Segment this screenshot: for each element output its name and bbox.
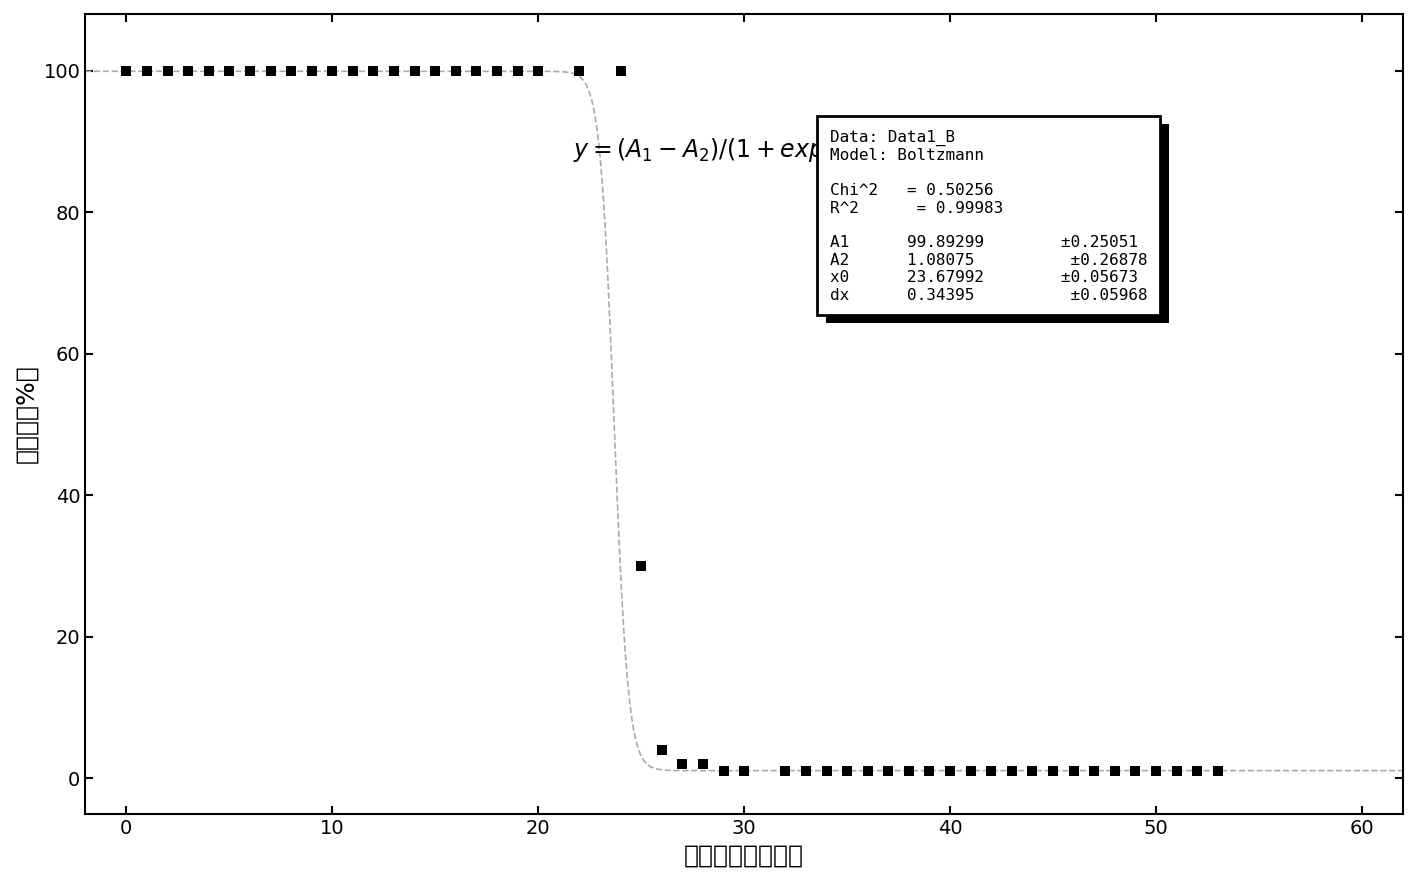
Point: [795, 764, 818, 778]
Point: [156, 63, 179, 78]
Point: [424, 63, 446, 78]
Point: [1186, 764, 1209, 778]
Point: [568, 63, 591, 78]
Point: [1104, 764, 1127, 778]
Point: [527, 63, 550, 78]
Point: [300, 63, 323, 78]
Point: [404, 63, 427, 78]
Point: [959, 764, 982, 778]
Point: [238, 63, 261, 78]
Point: [445, 63, 468, 78]
Point: [363, 63, 385, 78]
Point: [1022, 764, 1044, 778]
Point: [713, 764, 735, 778]
Point: [672, 757, 694, 771]
Point: [774, 764, 796, 778]
Point: [465, 63, 487, 78]
Point: [197, 63, 220, 78]
Point: [1165, 764, 1187, 778]
Point: [691, 757, 714, 771]
Point: [218, 63, 241, 78]
Point: [1063, 764, 1085, 778]
Text: $y=(A_1-A_2)/(1+exp[(x-x_0)/dx])+A_2$: $y=(A_1-A_2)/(1+exp[(x-x_0)/dx])+A_2$: [572, 136, 1030, 164]
Point: [897, 764, 920, 778]
Point: [177, 63, 200, 78]
Point: [1083, 764, 1105, 778]
Point: [1206, 764, 1229, 778]
Point: [650, 743, 673, 757]
Point: [918, 764, 941, 778]
Point: [981, 764, 1003, 778]
Point: [609, 63, 632, 78]
Point: [279, 63, 302, 78]
Point: [1124, 764, 1146, 778]
Point: [856, 764, 879, 778]
Point: [1000, 764, 1023, 778]
Point: [136, 63, 159, 78]
Point: [815, 764, 837, 778]
Point: [877, 764, 900, 778]
Text: Data: Data1_B
Model: Boltzmann

Chi^2   = 0.50256
R^2      = 0.99983

A1      99: Data: Data1_B Model: Boltzmann Chi^2 = 0…: [839, 137, 1156, 311]
Y-axis label: 透光度（%）: 透光度（%）: [14, 365, 38, 463]
Point: [506, 63, 529, 78]
Point: [629, 559, 652, 573]
Point: [322, 63, 344, 78]
Point: [383, 63, 405, 78]
X-axis label: 水解时间（分钟）: 水解时间（分钟）: [684, 843, 803, 867]
Point: [1041, 764, 1064, 778]
Point: [733, 764, 755, 778]
Point: [938, 764, 961, 778]
Point: [115, 63, 137, 78]
Point: [1145, 764, 1168, 778]
Point: [486, 63, 509, 78]
Point: [259, 63, 282, 78]
Point: [836, 764, 859, 778]
Point: [341, 63, 364, 78]
Text: Data: Data1_B
Model: Boltzmann

Chi^2   = 0.50256
R^2      = 0.99983

A1      99: Data: Data1_B Model: Boltzmann Chi^2 = 0…: [830, 130, 1148, 303]
